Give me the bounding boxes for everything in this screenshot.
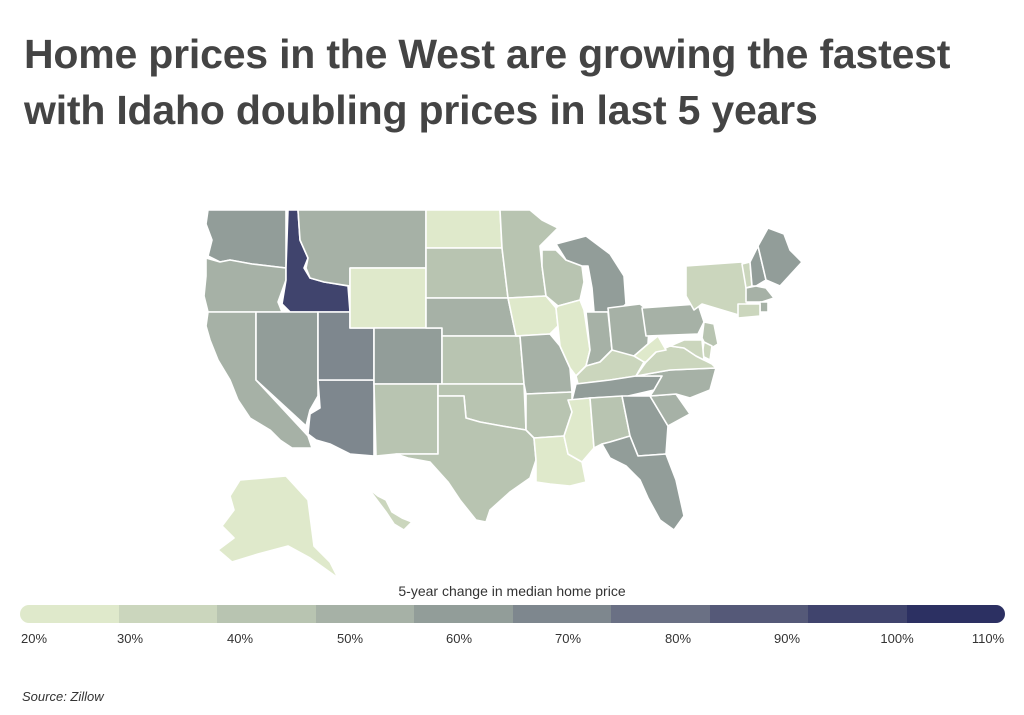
state-or bbox=[203, 257, 287, 313]
state-ct bbox=[737, 303, 761, 319]
legend-segment bbox=[217, 605, 316, 623]
legend-label: 80% bbox=[664, 631, 692, 646]
legend-label: 50% bbox=[336, 631, 364, 646]
state-wa bbox=[205, 209, 287, 269]
state-wy bbox=[349, 267, 427, 329]
legend-color-scale bbox=[20, 605, 1005, 623]
legend-label: 40% bbox=[226, 631, 254, 646]
state-pa bbox=[641, 303, 705, 337]
us-map-svg bbox=[203, 209, 803, 579]
source-note: Source: Zillow bbox=[22, 689, 104, 704]
legend-segment bbox=[315, 605, 414, 623]
state-ri bbox=[759, 301, 769, 313]
legend-segment bbox=[118, 605, 217, 623]
state-mn bbox=[499, 209, 559, 299]
legend-segment bbox=[709, 605, 808, 623]
legend-label: 70% bbox=[554, 631, 582, 646]
state-ia bbox=[507, 295, 559, 337]
state-tx bbox=[395, 395, 537, 523]
state-wv bbox=[633, 335, 667, 363]
state-hi bbox=[367, 487, 413, 531]
state-nm bbox=[373, 383, 439, 457]
state-ak bbox=[217, 475, 339, 579]
state-ks bbox=[441, 335, 525, 385]
state-me bbox=[757, 227, 803, 287]
legend-segment bbox=[611, 605, 710, 623]
state-az bbox=[307, 379, 375, 457]
chart-title: Home prices in the West are growing the … bbox=[24, 31, 951, 133]
legend-label: 20% bbox=[20, 631, 48, 646]
state-ca bbox=[205, 311, 313, 449]
state-ma bbox=[745, 285, 775, 303]
state-sd bbox=[425, 247, 509, 299]
state-nh bbox=[749, 245, 767, 287]
us-map bbox=[190, 200, 830, 580]
state-fl bbox=[601, 435, 685, 531]
legend-label: 30% bbox=[116, 631, 144, 646]
state-md bbox=[669, 339, 705, 361]
state-nd bbox=[425, 209, 503, 249]
legend-labels: 20% 30% 40% 50% 60% 70% 80% 90% 100% 110% bbox=[0, 631, 1024, 651]
legend-segment bbox=[414, 605, 513, 623]
legend-segment bbox=[20, 605, 119, 623]
legend-label: 100% bbox=[880, 631, 914, 646]
state-wi bbox=[541, 249, 585, 307]
state-co bbox=[373, 327, 443, 385]
legend-segment bbox=[512, 605, 611, 623]
state-ky bbox=[575, 349, 645, 385]
legend-label: 90% bbox=[773, 631, 801, 646]
legend-segment bbox=[906, 605, 1005, 623]
legend-title: 5-year change in median home price bbox=[398, 583, 626, 599]
legend-label: 110% bbox=[971, 631, 1005, 646]
legend-segment bbox=[808, 605, 907, 623]
legend-label: 60% bbox=[445, 631, 473, 646]
